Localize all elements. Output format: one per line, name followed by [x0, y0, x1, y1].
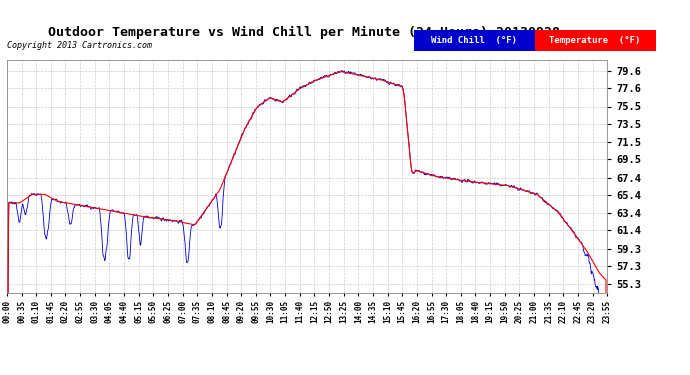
Text: Copyright 2013 Cartronics.com: Copyright 2013 Cartronics.com	[7, 41, 152, 50]
Text: Outdoor Temperature vs Wind Chill per Minute (24 Hours) 20130928: Outdoor Temperature vs Wind Chill per Mi…	[48, 26, 560, 39]
Text: Temperature  (°F): Temperature (°F)	[549, 36, 641, 45]
Text: Wind Chill  (°F): Wind Chill (°F)	[431, 36, 518, 45]
